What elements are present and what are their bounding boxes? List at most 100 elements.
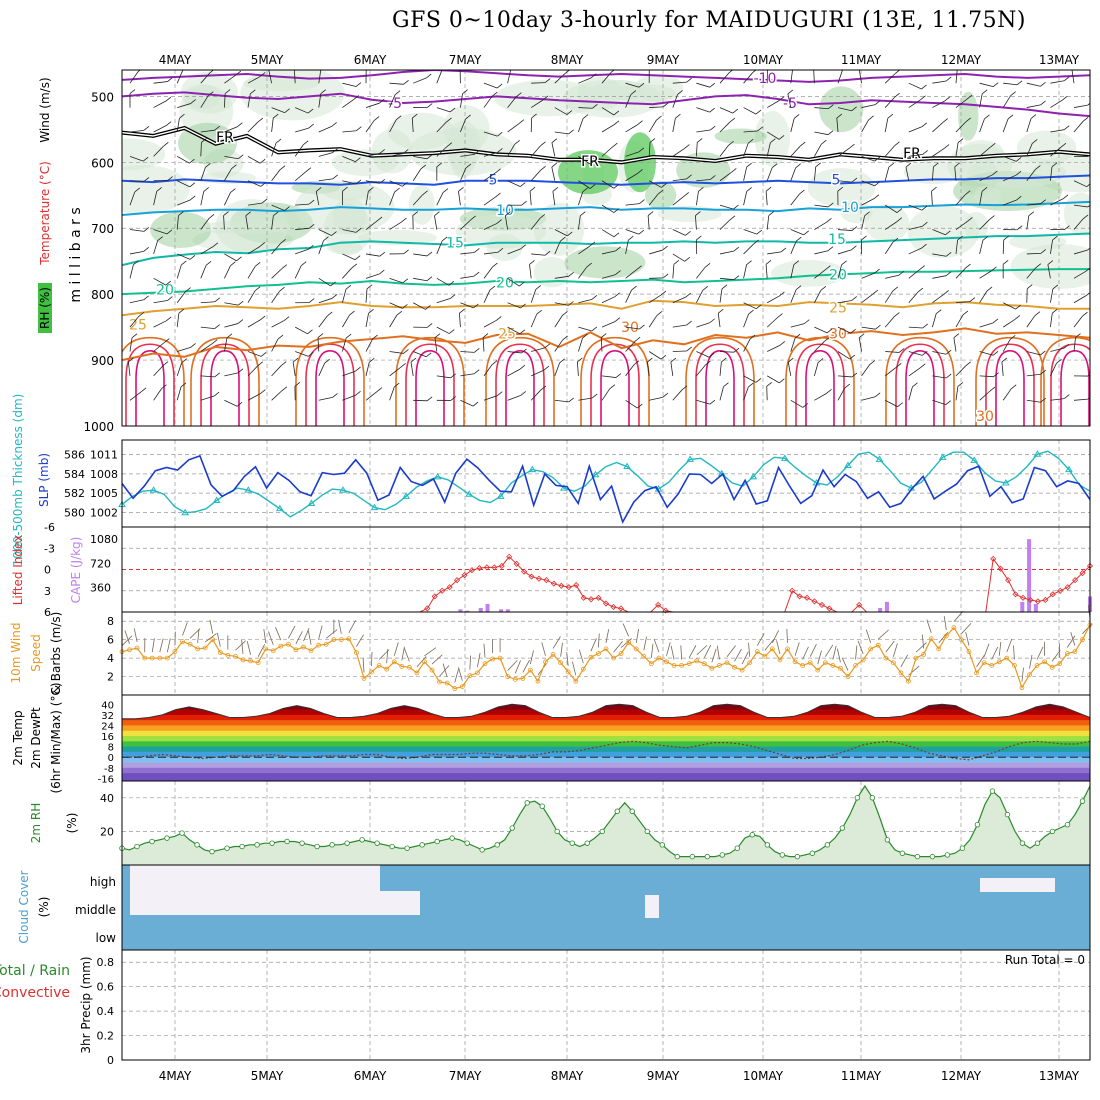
wind-barb-flag <box>317 333 324 338</box>
wind-barb-shaft <box>365 313 369 328</box>
wind-barb <box>224 319 244 328</box>
wind-speed-marker <box>512 676 518 682</box>
wind-barb-flag <box>394 90 401 96</box>
wind-barb <box>646 357 653 376</box>
wind-speed-marker <box>172 649 178 655</box>
wind-barb-flag <box>778 135 785 140</box>
wind-barb-flag <box>591 326 598 332</box>
wind-barb-shaft <box>318 70 322 84</box>
thickness-marker <box>1033 450 1042 457</box>
wind-barb-flag <box>1082 311 1088 317</box>
wind-barb-flag <box>254 262 261 267</box>
wind-barb <box>837 326 856 334</box>
rh-marker <box>239 843 245 850</box>
wind-barb-shaft <box>979 351 994 356</box>
wind-barb <box>932 162 939 181</box>
wind-barb-shaft <box>955 365 967 377</box>
wind-barb-flag <box>984 114 990 120</box>
wind-barb-shaft <box>318 93 322 108</box>
wind-barb-flag <box>1031 139 1038 144</box>
wind-barb-flag <box>519 281 525 287</box>
wind-barb-shaft <box>294 171 307 182</box>
isotherm-loop <box>505 350 535 426</box>
wind-barb-shaft <box>153 342 165 352</box>
wind-barb <box>601 229 620 238</box>
date-label-top: 5MAY <box>251 53 284 67</box>
wind-barb-flag <box>957 138 964 143</box>
wind-barb-flag <box>1016 80 1023 86</box>
wind-barb <box>932 271 952 279</box>
wind-barb <box>765 260 772 279</box>
wind-barb-shaft <box>672 196 684 206</box>
wind-barb-shaft <box>413 302 426 310</box>
wind-barb-flag <box>181 260 187 266</box>
wind-barb-shaft <box>200 191 205 206</box>
wind-barb-flag <box>519 329 526 335</box>
wind-barb-shaft <box>696 142 698 157</box>
wind-barb-flag <box>698 186 704 192</box>
wind-barb-flag <box>615 373 622 378</box>
wind-barb <box>696 138 703 157</box>
wind-barb-shaft <box>861 119 869 133</box>
wind-barb <box>884 204 903 213</box>
wind-barb-shaft <box>507 123 520 133</box>
surface-wind-barb <box>257 644 266 657</box>
wind-barb <box>743 138 754 157</box>
wind-speed-marker <box>293 647 299 653</box>
thickness-marker <box>496 492 505 499</box>
wind-barb <box>648 189 664 206</box>
wind-barb-flag <box>1062 95 1068 101</box>
wind-barb <box>247 315 266 328</box>
wind-barb <box>529 186 536 206</box>
wind-barb-flag <box>164 338 170 343</box>
wind-barb-shaft <box>247 319 261 328</box>
wind-speed-marker <box>1019 685 1025 691</box>
surface-wind-barb <box>635 629 639 643</box>
wind-barb-shaft <box>460 373 475 377</box>
wind-barb-flag <box>609 384 616 389</box>
wind-barb-shaft <box>955 239 958 254</box>
wind-barb-flag <box>799 189 805 195</box>
wind-barb-shaft <box>696 322 710 328</box>
surface-wind-barb <box>892 643 898 657</box>
wind-barb-shaft <box>979 270 992 279</box>
date-label-bottom: 13MAY <box>1039 1069 1080 1083</box>
wind-speed-marker <box>187 641 193 647</box>
wind-barb <box>460 271 480 279</box>
wind-barb <box>696 107 715 113</box>
date-label-top: 9MAY <box>647 53 680 67</box>
wind-barb-shaft <box>672 178 687 182</box>
wind-barb <box>153 176 173 182</box>
wind-barb-shaft <box>318 240 324 255</box>
wind-barb-flag <box>965 263 971 269</box>
isotherm-30 <box>122 327 1090 362</box>
wind-barb-shaft <box>200 301 215 304</box>
wind-speed-marker <box>255 660 261 666</box>
wind-barb <box>436 277 455 286</box>
wind-barb <box>530 165 546 182</box>
wind-speed-marker <box>679 663 685 668</box>
wind-barb-shaft <box>413 277 428 282</box>
thickness-marker <box>307 499 316 507</box>
wind-barb <box>389 382 400 401</box>
wind-barb-flag <box>636 265 642 270</box>
wind-barb-flag <box>673 260 680 265</box>
wind-barb-shaft <box>554 315 563 328</box>
wind-barb-shaft <box>318 277 331 287</box>
wind-barb-flag <box>981 89 988 95</box>
wind-barb-shaft <box>908 99 921 108</box>
wind-barb <box>861 211 870 230</box>
wind-barb-flag <box>230 261 236 267</box>
rh-marker <box>134 843 140 850</box>
wind-barb-flag <box>729 215 736 221</box>
wind-barb <box>507 326 526 335</box>
wind-barb <box>176 308 185 328</box>
wind-barb-shaft <box>389 153 404 157</box>
wind-barb <box>672 77 693 84</box>
wind-barb-flag <box>905 162 912 168</box>
lifted-index-marker <box>1019 594 1027 601</box>
wind-barb-flag <box>323 236 329 242</box>
wind-barb-flag <box>894 92 900 98</box>
wind-barb-shaft <box>932 375 947 379</box>
lifted-index-marker <box>602 600 610 607</box>
